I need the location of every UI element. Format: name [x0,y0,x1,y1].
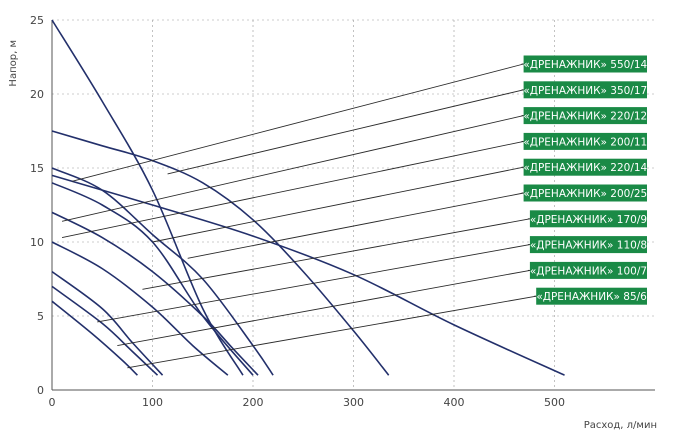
curve-series-3 [51,182,254,376]
series-label-box [523,132,647,150]
series-label: «ДРЕНАЖНИК» 110/8 [530,240,647,252]
curve-series-7 [51,270,164,376]
series-label-box [523,81,647,99]
series-label: «ДРЕНАЖНИК» 220/12 [523,111,647,123]
axes: 0 5 10 15 20 25 0 100 200 300 400 500 [30,14,655,409]
x-tick-label: 300 [343,396,364,409]
y-tick-label: 5 [37,310,44,323]
leader-line [187,192,524,259]
leader-line [61,115,524,222]
x-tick-label: 200 [243,396,264,409]
series-label: «ДРЕНАЖНИК» 170/9 [530,214,647,226]
curve-series-0 [51,174,565,376]
series-label: «ДРЕНАЖНИК» 350/17 [523,85,647,97]
curve-series-5 [51,19,244,376]
series-label-box [523,55,647,73]
series-label-box [529,261,647,279]
x-tick-label: 100 [142,396,163,409]
series-label-box [536,287,647,305]
leader-line [71,63,524,182]
y-tick-label: 10 [30,236,44,249]
curve-series-8 [51,285,159,376]
y-tick-label: 20 [30,88,44,101]
curve-series-1 [51,130,390,376]
leader-line [152,166,524,243]
series-label: «ДРЕНАЖНИК» 100/7 [530,265,647,277]
curve-series-6 [51,241,229,376]
leader-lines [61,63,537,369]
x-tick-label: 0 [49,396,56,409]
curve-series-2 [51,211,259,376]
leader-line [61,140,524,239]
y-tick-label: 25 [30,14,44,27]
y-tick-label: 15 [30,162,44,175]
series-label-box [523,158,647,176]
curve-series-9 [51,300,138,376]
leader-line [97,244,530,323]
series-label: «ДРЕНАЖНИК» 85/6 [536,291,647,303]
x-axis-label: Расход, л/мин [584,420,657,431]
y-tick-label: 0 [37,384,44,397]
series-label-box [529,236,647,254]
grid [52,19,655,390]
series-label: «ДРЕНАЖНИК» 550/14 [523,59,647,71]
leader-line [117,269,530,347]
series-label-box [523,184,647,202]
x-tick-label: 500 [544,396,565,409]
y-axis-label: Напор, м [8,40,19,87]
leader-line [127,295,537,369]
series-label: «ДРЕНАЖНИК» 220/14 [523,162,647,174]
x-tick-label: 400 [444,396,465,409]
series-label: «ДРЕНАЖНИК» 200/25 [523,188,647,200]
series-label: «ДРЕНАЖНИК» 200/11 [523,136,647,148]
leader-line [167,89,524,175]
series-label-box [523,107,647,125]
series-labels: «ДРЕНАЖНИК» 550/14 «ДРЕНАЖНИК» 350/17 «ДРЕ… [523,55,648,305]
series-label-box [529,210,647,228]
leader-line [142,218,530,290]
